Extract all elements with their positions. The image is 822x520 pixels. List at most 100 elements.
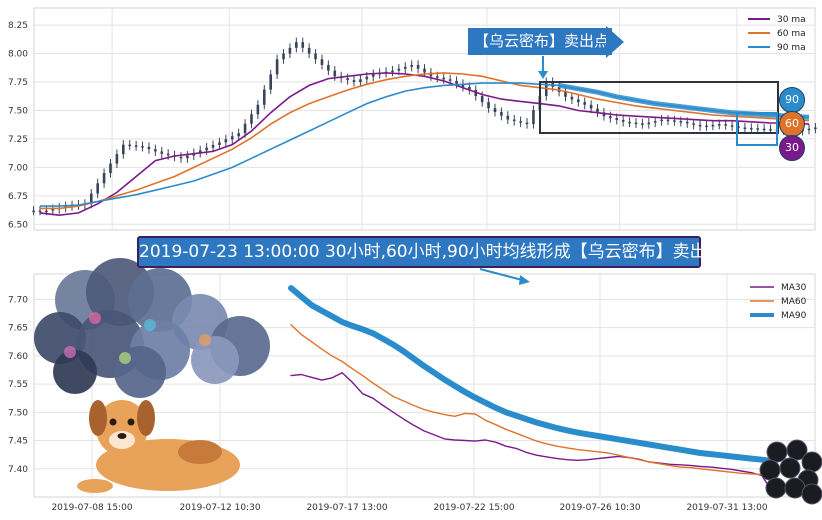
blackberry-drupelet bbox=[766, 441, 788, 463]
banner-pointer-head bbox=[519, 275, 530, 285]
candle-body bbox=[269, 74, 272, 90]
candle-body bbox=[416, 64, 420, 69]
top-y-tick-label: 7.25 bbox=[8, 135, 28, 145]
candle-body bbox=[179, 156, 183, 159]
candle-body bbox=[397, 68, 401, 71]
candle-body bbox=[583, 102, 587, 105]
candle-body bbox=[333, 70, 337, 77]
storm-cloud-spot bbox=[119, 352, 131, 364]
candle-body bbox=[577, 99, 580, 103]
top-legend-label: 90 ma bbox=[777, 43, 806, 53]
dog-nose bbox=[117, 433, 127, 439]
candle-body bbox=[205, 147, 208, 151]
candle-body bbox=[653, 121, 657, 123]
candle-body bbox=[641, 123, 644, 125]
candle-body bbox=[621, 119, 625, 122]
top-y-tick-label: 6.75 bbox=[8, 192, 28, 202]
storm-cloud-spot bbox=[144, 319, 156, 331]
candle-body bbox=[519, 121, 522, 123]
dog-head bbox=[96, 400, 148, 456]
candle-body bbox=[327, 64, 330, 71]
bottom-x-tick-label: 2019-07-17 13:00 bbox=[306, 503, 387, 513]
candle-body bbox=[282, 53, 285, 60]
candle-body bbox=[743, 127, 747, 130]
bottom-x-tick-label: 2019-07-26 10:30 bbox=[559, 503, 640, 513]
bottom-series-MA30 bbox=[290, 372, 773, 493]
dog-paw bbox=[77, 479, 113, 493]
candle-body bbox=[147, 146, 151, 150]
dog-ear-left bbox=[89, 400, 107, 436]
bottom-legend-label: MA60 bbox=[781, 297, 807, 307]
candle-body bbox=[128, 144, 132, 147]
candle-body bbox=[256, 104, 260, 115]
badge-30: 30 bbox=[779, 135, 805, 161]
bottom-y-tick-label: 7.55 bbox=[8, 380, 28, 390]
candle-body bbox=[705, 125, 708, 128]
candle-body bbox=[564, 91, 567, 97]
candle-body bbox=[730, 125, 734, 127]
storm-cloud-puff bbox=[191, 336, 239, 384]
candle-body bbox=[692, 123, 695, 125]
storm-cloud-spot bbox=[64, 346, 76, 358]
bottom-series-MA60 bbox=[290, 324, 773, 477]
bottom-legend bbox=[750, 286, 774, 317]
candle-body bbox=[371, 74, 375, 77]
candle-body bbox=[500, 111, 503, 116]
blackberry-icon bbox=[759, 439, 822, 505]
candle-body bbox=[448, 79, 452, 81]
candle-body bbox=[525, 122, 529, 125]
storm-cloud-spot bbox=[199, 334, 211, 346]
candle-body bbox=[186, 155, 189, 159]
top-plot-frame bbox=[33, 7, 816, 231]
candle-body bbox=[717, 124, 721, 126]
candle-body bbox=[51, 209, 55, 211]
candle-body bbox=[724, 124, 727, 126]
blackberry-drupelet bbox=[786, 439, 808, 461]
badge-90: 90 bbox=[779, 87, 805, 113]
top-legend-label: 60 ma bbox=[777, 29, 806, 39]
candle-body bbox=[487, 102, 490, 109]
candle-body bbox=[461, 83, 465, 87]
candle-body bbox=[359, 79, 362, 82]
dog-eye bbox=[127, 418, 135, 426]
candle-body bbox=[122, 144, 125, 155]
candle-body bbox=[737, 126, 740, 128]
candle-body bbox=[807, 128, 811, 131]
bottom-y-tick-label: 7.45 bbox=[8, 437, 28, 447]
candle-body bbox=[750, 127, 753, 130]
candle-body bbox=[673, 120, 676, 122]
candle-body bbox=[198, 150, 202, 153]
signal-box bbox=[539, 81, 779, 134]
candle-body bbox=[109, 163, 112, 174]
candle-body bbox=[596, 108, 599, 113]
candle-body bbox=[711, 124, 715, 127]
candle-body bbox=[436, 76, 439, 78]
candle-body bbox=[365, 76, 369, 80]
candle-body bbox=[224, 139, 228, 143]
blackberry-drupelet bbox=[801, 483, 822, 505]
bottom-x-tick-label: 2019-07-31 13:00 bbox=[686, 503, 767, 513]
bottom-legend-label: MA30 bbox=[781, 283, 807, 293]
top-y-tick-label: 6.50 bbox=[8, 220, 28, 230]
candle-body bbox=[769, 129, 772, 131]
candle-body bbox=[230, 136, 234, 140]
storm-cloud-puff bbox=[53, 350, 97, 394]
bottom-y-tick-label: 7.70 bbox=[8, 295, 28, 305]
candle-body bbox=[615, 118, 619, 120]
candle-body bbox=[295, 42, 298, 48]
signal-label: 【乌云密布】卖出点 bbox=[468, 28, 612, 55]
candle-body bbox=[275, 59, 279, 75]
bottom-y-tick-label: 7.50 bbox=[8, 408, 28, 418]
candle-body bbox=[288, 47, 292, 54]
candle-body bbox=[698, 124, 702, 127]
dog-eye bbox=[109, 418, 117, 426]
candle-body bbox=[314, 53, 317, 60]
bottom-y-tick-label: 7.60 bbox=[8, 352, 28, 362]
top-legend bbox=[748, 18, 770, 48]
candle-body bbox=[628, 121, 631, 124]
candle-body bbox=[352, 80, 356, 82]
storm-cloud-spot bbox=[89, 312, 101, 324]
candle-body bbox=[237, 133, 240, 137]
dog-icon bbox=[77, 400, 240, 493]
